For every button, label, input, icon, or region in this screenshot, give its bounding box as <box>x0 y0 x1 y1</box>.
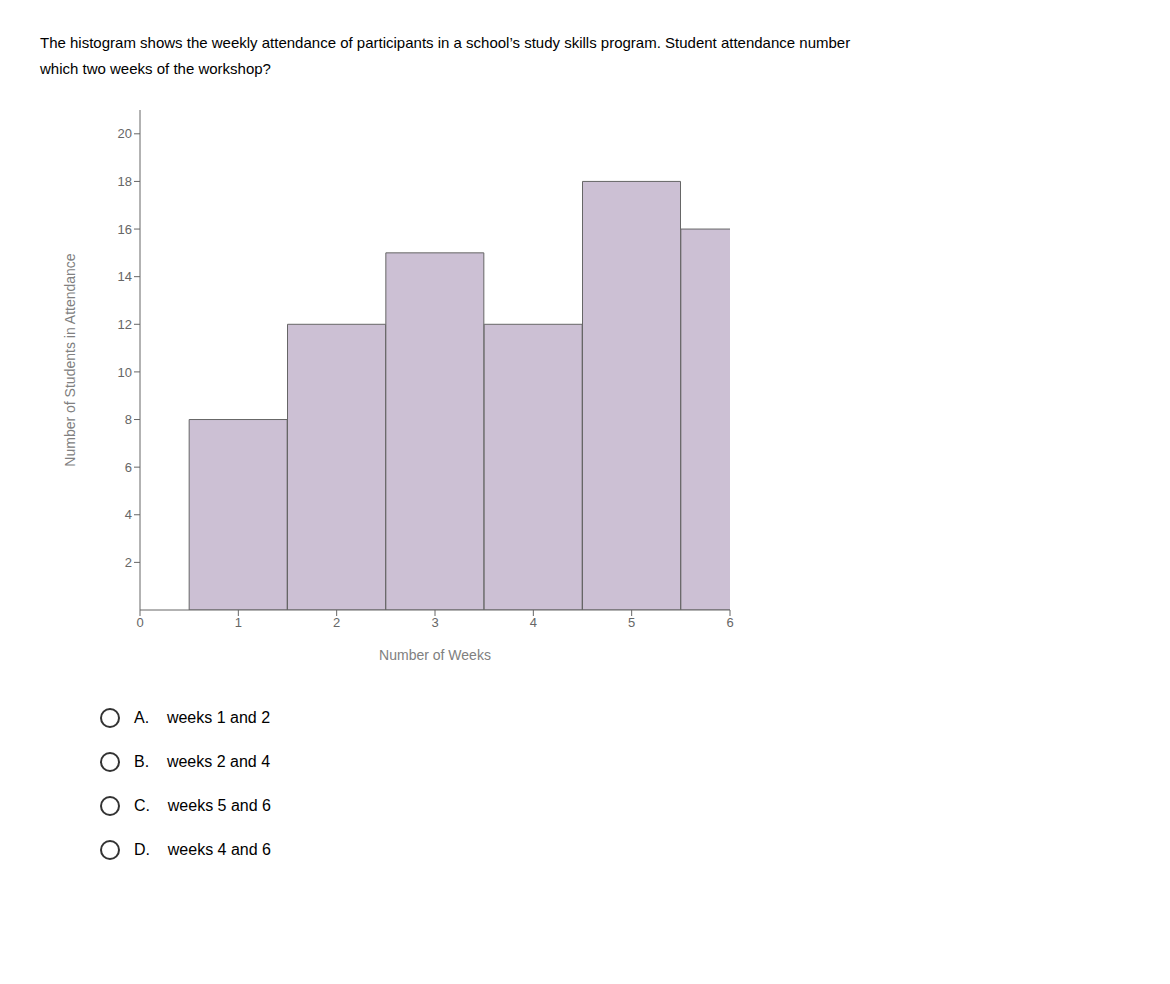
svg-text:16: 16 <box>118 222 132 237</box>
svg-text:12: 12 <box>118 317 132 332</box>
svg-text:8: 8 <box>125 412 132 427</box>
svg-text:10: 10 <box>118 365 132 380</box>
html-text:The histogram shows the weekly: The histogram shows the weekly attendanc… <box>40 34 851 51</box>
svg-text:6: 6 <box>726 615 733 630</box>
svg-text:5: 5 <box>628 615 635 630</box>
svg-text:18: 18 <box>118 174 132 189</box>
svg-text:0: 0 <box>136 615 143 630</box>
svg-text:2: 2 <box>125 555 132 570</box>
svg-text:3: 3 <box>431 615 438 630</box>
svg-text:4: 4 <box>530 615 537 630</box>
html-text:which two weeks of the worksho: which two weeks of the workshop? <box>40 60 271 77</box>
svg-text:14: 14 <box>118 269 132 284</box>
html-text:C. weeks 5 and 6: C. weeks 5 and 6 <box>134 797 271 814</box>
svg-text:4: 4 <box>125 507 132 522</box>
svg-text:20: 20 <box>118 126 132 141</box>
svg-text:2: 2 <box>333 615 340 630</box>
svg-text:6: 6 <box>125 460 132 475</box>
svg-text:Number of Weeks: Number of Weeks <box>379 647 491 663</box>
svg-text:1: 1 <box>235 615 242 630</box>
html-text:D. weeks 4 and 6: D. weeks 4 and 6 <box>134 841 271 858</box>
svg-text:Number of Students in Attendan: Number of Students in Attendance <box>62 253 78 466</box>
html-text:B. weeks 2 and 4: B. weeks 2 and 4 <box>134 753 271 770</box>
html-text:A. weeks 1 and 2: A. weeks 1 and 2 <box>134 709 271 726</box>
